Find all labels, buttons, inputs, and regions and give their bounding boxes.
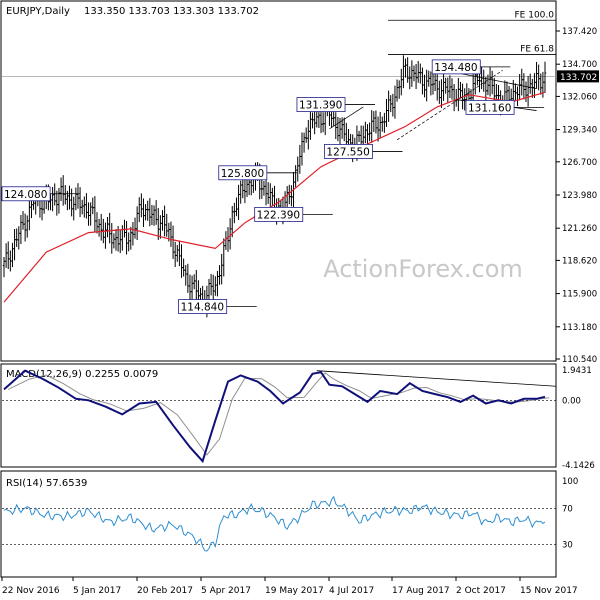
price-axis-label: 123.980	[562, 191, 597, 201]
rsi-line	[3, 495, 546, 552]
date-axis-label: 15 Nov 2017	[520, 586, 578, 596]
date-axis-label: 20 Feb 2017	[137, 586, 193, 596]
price-axis-label: 134.700	[562, 60, 597, 70]
symbol-label: EURJPY,Daily	[6, 6, 70, 17]
axis-layer: 137.420 134.700 132.060 129.340 126.700 123.9…	[1, 27, 599, 596]
level-marker-text: 122.390	[257, 209, 300, 221]
price-axis-label: 121.260	[562, 224, 597, 234]
watermark: ActionForex.com	[323, 255, 523, 283]
price-axis-label: 129.340	[562, 126, 597, 136]
date-axis-label: 22 Nov 2016	[2, 586, 60, 596]
price-axis-label: 137.420	[562, 27, 597, 37]
last-price-box	[557, 70, 599, 83]
price-axis-label: 118.620	[562, 256, 597, 266]
fib-level-label: FE 100.0	[515, 10, 555, 20]
macd-line	[3, 369, 546, 464]
level-marker-box	[218, 165, 268, 181]
date-axis-label: 17 Aug 2017	[392, 586, 450, 596]
level-marker-text: 124.080	[4, 189, 47, 201]
level-marker-box	[254, 207, 304, 222]
flag-line	[329, 106, 364, 130]
level-marker-text: 114.840	[181, 302, 224, 314]
date-axis-label: 5 Jan 2017	[73, 586, 121, 596]
last-price-text: 133.702	[560, 73, 597, 83]
date-axis-label: 19 May 2017	[265, 586, 324, 596]
macd-label: MACD(12,26,9) 0.2255 0.0079	[6, 369, 158, 380]
rsi-axis-label: 70	[562, 504, 573, 514]
level-marker-text: 134.480	[434, 62, 477, 74]
triangle-upper-line	[456, 72, 537, 89]
macd-panel-frame	[0, 363, 557, 468]
level-marker-box	[431, 59, 481, 75]
rsi-axis-label: 30	[562, 541, 573, 551]
level-marker-box	[1, 186, 51, 202]
rsi-axis-label: 100	[562, 477, 578, 487]
price-layer: FE 100.0 FE 61.8 124.080 114.840 125.800 122.…	[1, 10, 556, 318]
moving-average-line	[3, 91, 546, 303]
price-axis-label: 110.540	[562, 355, 597, 365]
rsi-label: RSI(14) 57.6539	[6, 478, 87, 489]
level-marker-box	[324, 144, 373, 159]
triangle-dashed-line	[396, 69, 503, 141]
price-axis-label: 132.060	[562, 92, 597, 102]
macd-axis-label: 0.00	[562, 396, 581, 406]
level-marker-text: 125.800	[221, 168, 264, 180]
macd-axis-label: 1.9431	[562, 366, 592, 376]
level-marker-box	[465, 99, 515, 115]
level-marker-text: 131.160	[468, 102, 511, 114]
level-marker-box	[178, 299, 228, 314]
macd-trendline	[316, 370, 557, 387]
level-marker-text: 131.390	[299, 100, 342, 112]
date-axis-label: 4 Jul 2017	[329, 586, 374, 596]
price-axis-label: 126.700	[562, 158, 597, 168]
macd-layer	[2, 369, 557, 464]
rsi-layer	[2, 495, 556, 552]
date-axis-label: 2 Oct 2017	[456, 586, 506, 596]
date-axis-label: 5 Apr 2017	[201, 586, 251, 596]
level-marker-text: 127.550	[326, 146, 369, 158]
macd-axis-label: -4.1426	[562, 461, 595, 471]
price-axis-label: 113.180	[562, 323, 597, 333]
fib-level-label: FE 61.8	[520, 44, 554, 54]
level-marker-box	[296, 97, 346, 112]
price-axis-label: 115.900	[562, 290, 597, 300]
ohlc-label: 133.350 133.703 133.303 133.702	[84, 6, 259, 17]
macd-signal-line	[7, 372, 550, 456]
price-panel-frame	[0, 0, 557, 362]
